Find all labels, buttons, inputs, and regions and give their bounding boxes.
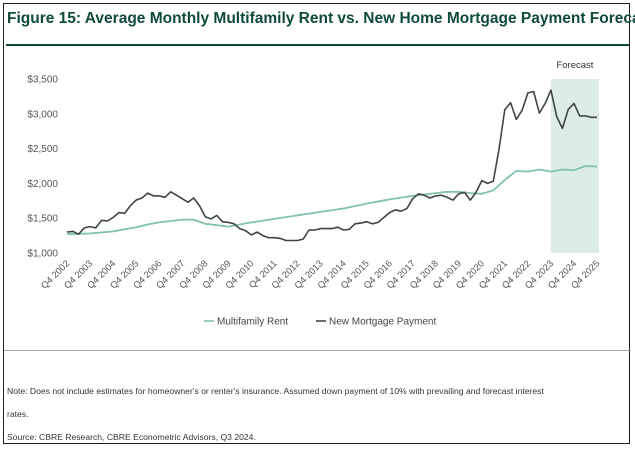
- mortgage-payment-line: [66, 89, 597, 242]
- chart-container: Forecast $1,000 $1,500 $2,000 $2,500 $3,000 $3…: [6, 48, 627, 338]
- forecast-label: Forecast: [556, 60, 593, 71]
- legend-label-rent: Multifamily Rent: [217, 317, 288, 328]
- source-text: Source: CBRE Research, CBRE Econometric …: [7, 432, 256, 442]
- y-tick-label: $3,000: [27, 109, 58, 120]
- multifamily-rent-line: [66, 165, 598, 236]
- y-tick-label: $1,500: [27, 214, 58, 225]
- y-tick-label: $2,500: [27, 144, 58, 155]
- note-text-continued: rates.: [7, 409, 29, 419]
- title-underline: [6, 44, 629, 46]
- y-tick-label: $2,000: [27, 179, 58, 190]
- figure-frame: [3, 3, 630, 444]
- line-chart: Forecast $1,000 $1,500 $2,000 $2,500 $3,000 $3…: [27, 60, 601, 328]
- figure-title: Figure 15: Average Monthly Multifamily R…: [7, 10, 635, 27]
- legend-label-mortgage: New Mortgage Payment: [329, 317, 436, 328]
- y-tick-label: $3,500: [27, 75, 58, 86]
- notes-divider: [4, 350, 631, 351]
- note-text: Note: Does not include estimates for hom…: [7, 386, 544, 396]
- y-tick-label: $1,000: [27, 249, 58, 260]
